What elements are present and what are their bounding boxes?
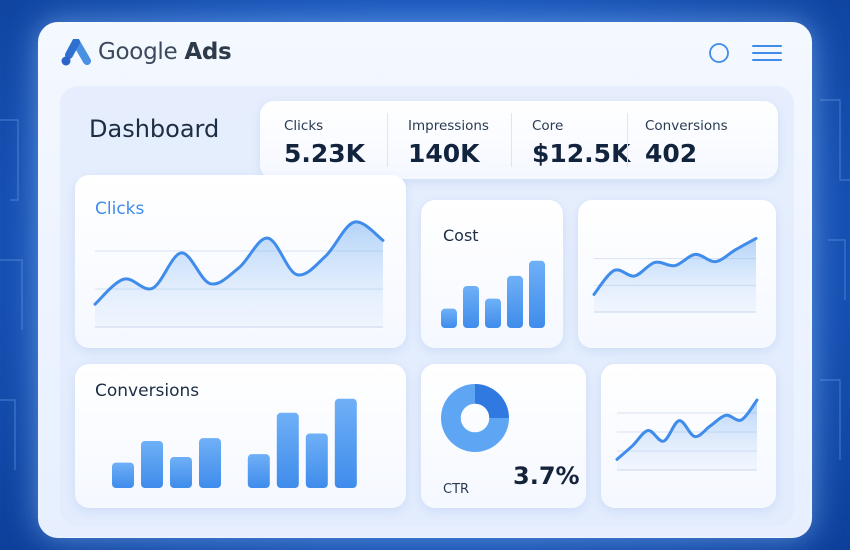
conversions-chart-card[interactable]: Conversions: [75, 364, 406, 508]
area-chart: [93, 220, 385, 328]
stat-value: $12.5K: [532, 139, 631, 168]
series-line: [615, 398, 759, 461]
bar-chart: [112, 398, 357, 488]
menu-icon[interactable]: [752, 43, 782, 63]
search-icon[interactable]: [708, 42, 730, 64]
cost-chart-card[interactable]: Cost: [421, 200, 563, 348]
series-line: [93, 220, 385, 306]
ctr-chart-card[interactable]: CTR 3.7%: [421, 364, 586, 508]
stat-value: 402: [645, 139, 698, 168]
bar[interactable]: [247, 454, 270, 488]
stat-value: 140K: [408, 139, 480, 168]
stat-label: Clicks: [284, 118, 324, 134]
brand-name[interactable]: Google Ads: [98, 39, 232, 65]
bar[interactable]: [463, 286, 479, 328]
area-fill: [95, 221, 383, 327]
area-fill: [594, 238, 756, 312]
bar[interactable]: [305, 433, 328, 488]
bar[interactable]: [485, 298, 501, 328]
area-fill: [617, 400, 757, 470]
card-title: Cost: [443, 226, 479, 245]
card-title: Clicks: [95, 199, 145, 219]
bar-chart: [441, 260, 545, 328]
bar[interactable]: [507, 275, 523, 328]
bar[interactable]: [276, 412, 299, 488]
bar[interactable]: [199, 438, 221, 488]
brand-google: Google: [98, 39, 178, 65]
donut-chart: [441, 384, 509, 452]
series-line: [592, 236, 758, 296]
trend-chart-card-2[interactable]: [601, 364, 776, 508]
pie-slice[interactable]: [441, 384, 509, 452]
area-chart: [592, 236, 758, 313]
ctr-value: 3.7%: [513, 462, 580, 490]
stats-summary-card: Clicks 5.23K Impressions 140K Core $12.5…: [260, 101, 778, 179]
google-ads-logo-icon: [61, 39, 91, 66]
bar[interactable]: [441, 308, 457, 328]
divider: [627, 113, 628, 167]
bar[interactable]: [141, 441, 163, 488]
bar[interactable]: [112, 462, 134, 488]
stat-label: Impressions: [408, 118, 489, 134]
stat-value: 5.23K: [284, 139, 366, 168]
trend-chart-card[interactable]: [578, 200, 776, 348]
stat-label: Core: [532, 118, 564, 134]
brand-ads: Ads: [184, 39, 232, 65]
divider: [387, 113, 388, 167]
divider: [511, 113, 512, 167]
pie-slice[interactable]: [475, 384, 509, 418]
page-title: Dashboard: [89, 115, 220, 143]
card-title: Conversions: [95, 381, 200, 401]
area-chart: [615, 398, 759, 471]
stat-label: Conversions: [645, 118, 728, 134]
bar[interactable]: [170, 456, 192, 488]
ctr-label: CTR: [443, 482, 470, 497]
clicks-chart-card[interactable]: Clicks: [75, 175, 406, 348]
bar[interactable]: [529, 260, 545, 328]
bar[interactable]: [334, 398, 357, 488]
